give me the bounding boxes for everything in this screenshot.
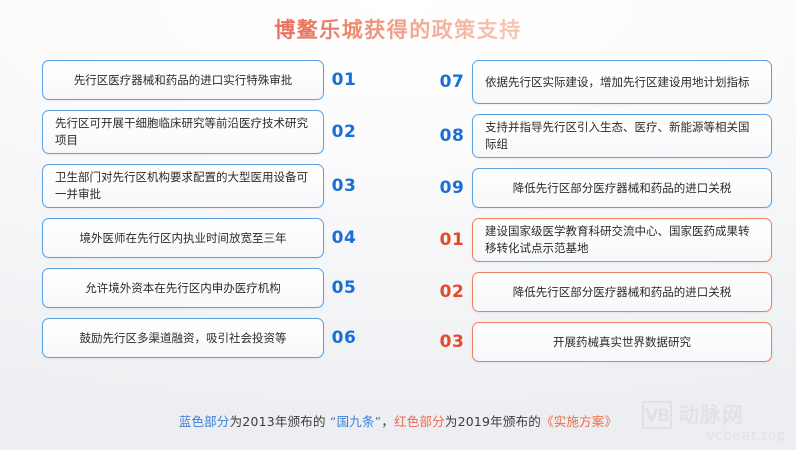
- policy-text: 支持并指导先行区引入生态、医疗、新能源等相关国际组: [485, 120, 750, 151]
- policy-row[interactable]: 支持并指导先行区引入生态、医疗、新能源等相关国际组 08: [432, 114, 772, 158]
- policy-row[interactable]: 卫生部门对先行区机构要求配置的大型医用设备可一并审批 03: [42, 164, 364, 208]
- policy-box[interactable]: 支持并指导先行区引入生态、医疗、新能源等相关国际组: [472, 114, 772, 158]
- policy-row[interactable]: 允许境外资本在先行区内申办医疗机构 05: [42, 268, 364, 308]
- policy-text: 鼓励先行区多渠道融资，吸引社会投资等: [79, 330, 287, 345]
- policy-number: 09: [439, 178, 465, 198]
- policy-box[interactable]: 鼓励先行区多渠道融资，吸引社会投资等: [42, 318, 324, 358]
- legend-blue-doc: “国九条”: [329, 414, 382, 429]
- policy-box[interactable]: 降低先行区部分医疗器械和药品的进口关税: [472, 272, 772, 312]
- policy-row[interactable]: 降低先行区部分医疗器械和药品的进口关税 09: [432, 168, 772, 208]
- policy-column-right: 依据先行区实际建设，增加先行区建设用地计划指标 07 支持并指导先行区引入生态、…: [432, 60, 772, 372]
- policy-row[interactable]: 建设国家级医学教育科研交流中心、国家医药成果转移转化试点示范基地 01: [432, 218, 772, 262]
- policy-number: 01: [439, 230, 465, 250]
- policy-number: 08: [439, 126, 465, 146]
- policy-number: 06: [331, 328, 357, 348]
- policy-row[interactable]: 先行区可开展干细胞临床研究等前沿医疗技术研究项目 02: [42, 110, 364, 154]
- policy-text: 开展药械真实世界数据研究: [553, 334, 691, 349]
- policy-box[interactable]: 开展药械真实世界数据研究: [472, 322, 772, 362]
- page-title: 博鳌乐城获得的政策支持: [274, 14, 522, 44]
- policy-number: 04: [331, 228, 357, 248]
- policy-row[interactable]: 降低先行区部分医疗器械和药品的进口关税 02: [432, 272, 772, 312]
- policy-number: 02: [331, 122, 357, 142]
- watermark-url: vcbeat.top: [706, 428, 786, 444]
- legend-blue-text: 为2013年颁布的: [229, 414, 326, 429]
- watermark-brand: 动脉网: [678, 403, 744, 427]
- vb-logo-icon: VB: [642, 401, 672, 429]
- policy-number: 03: [331, 176, 357, 196]
- policy-text: 卫生部门对先行区机构要求配置的大型医用设备可一并审批: [55, 170, 308, 201]
- legend-red-doc: 《实施方案》: [541, 414, 618, 429]
- policy-text: 降低先行区部分医疗器械和药品的进口关税: [512, 180, 732, 195]
- watermark-row: VB 动脉网: [642, 400, 788, 430]
- policy-number: 01: [331, 70, 357, 90]
- policy-row[interactable]: 境外医师在先行区内执业时间放宽至三年 04: [42, 218, 364, 258]
- policy-box[interactable]: 境外医师在先行区内执业时间放宽至三年: [42, 218, 324, 258]
- title-container: 博鳌乐城获得的政策支持: [0, 14, 796, 44]
- policy-number: 07: [439, 72, 465, 92]
- legend-separator: ，: [381, 414, 395, 429]
- policy-row[interactable]: 鼓励先行区多渠道融资，吸引社会投资等 06: [42, 318, 364, 358]
- policy-box[interactable]: 建设国家级医学教育科研交流中心、国家医药成果转移转化试点示范基地: [472, 218, 772, 262]
- policy-box[interactable]: 降低先行区部分医疗器械和药品的进口关税: [472, 168, 772, 208]
- policy-box[interactable]: 先行区医疗器械和药品的进口实行特殊审批: [42, 60, 324, 100]
- policy-box[interactable]: 允许境外资本在先行区内申办医疗机构: [42, 268, 324, 308]
- legend-red-text: 为2019年颁布的: [444, 414, 541, 429]
- policy-row[interactable]: 开展药械真实世界数据研究 03: [432, 322, 772, 362]
- policy-box[interactable]: 先行区可开展干细胞临床研究等前沿医疗技术研究项目: [42, 110, 324, 154]
- policy-text: 依据先行区实际建设，增加先行区建设用地计划指标: [485, 74, 750, 89]
- policy-text: 允许境外资本在先行区内申办医疗机构: [85, 280, 281, 295]
- watermark: VB 动脉网 vcbeat.top: [642, 400, 788, 446]
- policy-row[interactable]: 依据先行区实际建设，增加先行区建设用地计划指标 07: [432, 60, 772, 104]
- policy-text: 境外医师在先行区内执业时间放宽至三年: [79, 230, 287, 245]
- policy-column-left: 先行区医疗器械和药品的进口实行特殊审批 01 先行区可开展干细胞临床研究等前沿医…: [42, 60, 364, 368]
- policy-box[interactable]: 依据先行区实际建设，增加先行区建设用地计划指标: [472, 60, 772, 104]
- footer-legend: 蓝色部分为2013年颁布的 “国九条”，红色部分为2019年颁布的《实施方案》: [0, 411, 796, 430]
- policy-text: 先行区可开展干细胞临床研究等前沿医疗技术研究项目: [55, 116, 308, 147]
- policy-box[interactable]: 卫生部门对先行区机构要求配置的大型医用设备可一并审批: [42, 164, 324, 208]
- policy-number: 02: [439, 282, 465, 302]
- legend-blue-label: 蓝色部分: [178, 414, 230, 429]
- policy-text: 先行区医疗器械和药品的进口实行特殊审批: [73, 72, 293, 87]
- policy-text: 建设国家级医学教育科研交流中心、国家医药成果转移转化试点示范基地: [485, 224, 750, 255]
- legend-red-label: 红色部分: [394, 414, 445, 429]
- policy-text: 降低先行区部分医疗器械和药品的进口关税: [512, 284, 732, 299]
- policy-number: 05: [331, 278, 357, 298]
- policy-row[interactable]: 先行区医疗器械和药品的进口实行特殊审批 01: [42, 60, 364, 100]
- policy-number: 03: [439, 332, 465, 352]
